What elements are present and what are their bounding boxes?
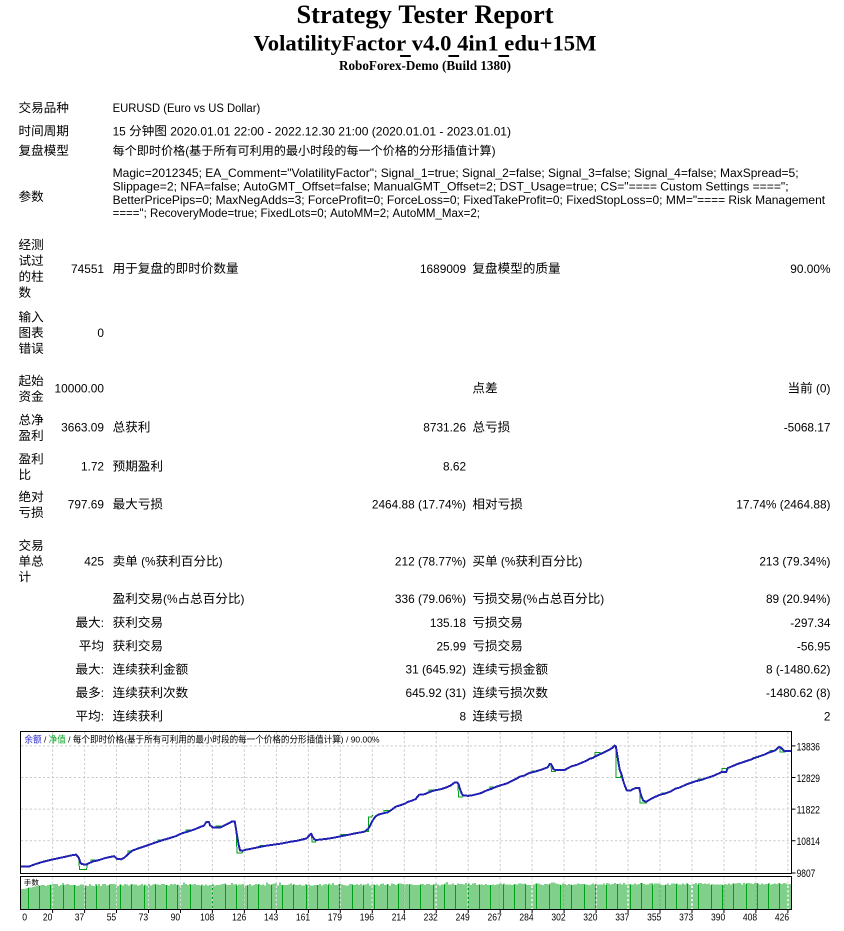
svg-text:284: 284	[519, 912, 533, 924]
svg-text:(%: (%	[138, 555, 156, 569]
svg-text:90.00%: 90.00%	[790, 262, 831, 276]
svg-text:8.62: 8.62	[443, 460, 466, 474]
svg-text:0: 0	[22, 912, 27, 924]
svg-text:25.99: 25.99	[436, 639, 466, 653]
svg-text:267: 267	[488, 912, 502, 924]
svg-text:9807: 9807	[797, 868, 816, 880]
svg-text:-1480.62 (8): -1480.62 (8)	[766, 686, 831, 700]
svg-text:3663.09: 3663.09	[61, 421, 104, 435]
svg-text:74551: 74551	[71, 262, 104, 276]
svg-text:BetterPricePips=0; MaxNegAdds=: BetterPricePips=0; MaxNegAdds=3; ForcePr…	[113, 193, 826, 207]
svg-text:214: 214	[392, 912, 406, 924]
svg-text:143: 143	[264, 912, 278, 924]
svg-text:-297.34: -297.34	[790, 616, 831, 630]
svg-text:/: /	[42, 735, 49, 745]
svg-text:EURUSD (Euro vs US Dollar): EURUSD (Euro vs US Dollar)	[113, 101, 261, 115]
svg-text:8731.26: 8731.26	[423, 421, 466, 435]
svg-text:/: /	[66, 735, 73, 745]
svg-text::: :	[101, 686, 104, 700]
svg-text:302: 302	[551, 912, 565, 924]
svg-text:320: 320	[583, 912, 597, 924]
svg-text:31 (645.92): 31 (645.92)	[405, 663, 466, 677]
svg-text:55: 55	[107, 912, 117, 924]
svg-text:RoboForex-Demo (Build 1380): RoboForex-Demo (Build 1380)	[339, 58, 511, 74]
svg-text:73: 73	[139, 912, 149, 924]
svg-text:1689009: 1689009	[420, 262, 467, 276]
svg-text:425: 425	[84, 555, 104, 569]
svg-text:90: 90	[171, 912, 181, 924]
svg-text:(%: (%	[163, 592, 178, 606]
svg-text:0: 0	[97, 326, 104, 340]
svg-text:): )	[241, 592, 245, 606]
svg-text:-56.95: -56.95	[797, 639, 831, 653]
svg-text::: :	[101, 710, 104, 724]
svg-text:) / 90.00%: ) / 90.00%	[341, 735, 380, 745]
svg-text:(0): (0)	[813, 382, 831, 396]
svg-text:2: 2	[824, 710, 831, 724]
svg-text:10814: 10814	[797, 836, 820, 848]
svg-text:(%: (%	[523, 592, 538, 606]
svg-text:2020.01.01 22:00 - 2022.12.30: 2020.01.01 22:00 - 2022.12.30 21:00 (202…	[167, 124, 511, 138]
svg-text:VolatilityFactor v4.0 4in1 edu: VolatilityFactor v4.0 4in1 edu+15M	[254, 31, 597, 55]
svg-text:336 (79.06%): 336 (79.06%)	[395, 592, 466, 606]
svg-text::: :	[101, 616, 104, 630]
svg-text:20: 20	[43, 912, 53, 924]
svg-text:196: 196	[360, 912, 374, 924]
svg-text:Slippage=2; NFA=false; AutoGMT: Slippage=2; NFA=false; AutoGMT_Offset=fa…	[113, 180, 789, 194]
svg-text:-5068.17: -5068.17	[784, 421, 831, 435]
svg-text:426: 426	[775, 912, 789, 924]
svg-text:13836: 13836	[797, 741, 820, 753]
svg-text:): )	[492, 144, 496, 158]
svg-text:11822: 11822	[797, 805, 820, 817]
svg-text:): )	[578, 555, 582, 569]
svg-text:337: 337	[615, 912, 629, 924]
svg-text:408: 408	[743, 912, 757, 924]
svg-text:645.92 (31): 645.92 (31)	[405, 686, 466, 700]
svg-text:(: (	[124, 735, 127, 745]
svg-text:17.74% (2464.88): 17.74% (2464.88)	[736, 498, 830, 512]
svg-text:232: 232	[424, 912, 438, 924]
svg-text:(: (	[185, 144, 189, 158]
svg-text:Magic=2012345; EA_Comment="Vol: Magic=2012345; EA_Comment="VolatilityFac…	[113, 166, 799, 180]
svg-text:355: 355	[647, 912, 661, 924]
svg-text:37: 37	[75, 912, 85, 924]
svg-text:(%: (%	[498, 555, 516, 569]
svg-text:2464.88 (17.74%): 2464.88 (17.74%)	[372, 498, 466, 512]
svg-text:797.69: 797.69	[68, 498, 105, 512]
svg-text:390: 390	[711, 912, 725, 924]
svg-text:135.18: 135.18	[430, 616, 467, 630]
svg-text:212 (78.77%): 212 (78.77%)	[395, 555, 466, 569]
svg-text:1.72: 1.72	[81, 460, 104, 474]
svg-text:): )	[600, 592, 604, 606]
svg-text:249: 249	[456, 912, 470, 924]
svg-text:15: 15	[113, 124, 129, 138]
svg-text:373: 373	[679, 912, 693, 924]
svg-text:213 (79.34%): 213 (79.34%)	[759, 555, 830, 569]
svg-text:108: 108	[200, 912, 214, 924]
svg-text:8 (-1480.62): 8 (-1480.62)	[766, 663, 831, 677]
svg-text:126: 126	[232, 912, 246, 924]
svg-text:89 (20.94%): 89 (20.94%)	[766, 592, 831, 606]
svg-text:Strategy Tester Report: Strategy Tester Report	[297, 0, 554, 29]
svg-text:161: 161	[296, 912, 310, 924]
svg-text:10000.00: 10000.00	[55, 382, 105, 396]
svg-text:===="; RecoveryMode=true; Fixe: ===="; RecoveryMode=true; FixedLots=0; A…	[113, 206, 480, 220]
svg-text:179: 179	[328, 912, 342, 924]
svg-text::: :	[101, 663, 104, 677]
svg-text:8: 8	[460, 710, 467, 724]
svg-text:): )	[219, 555, 223, 569]
svg-text:12829: 12829	[797, 773, 820, 785]
